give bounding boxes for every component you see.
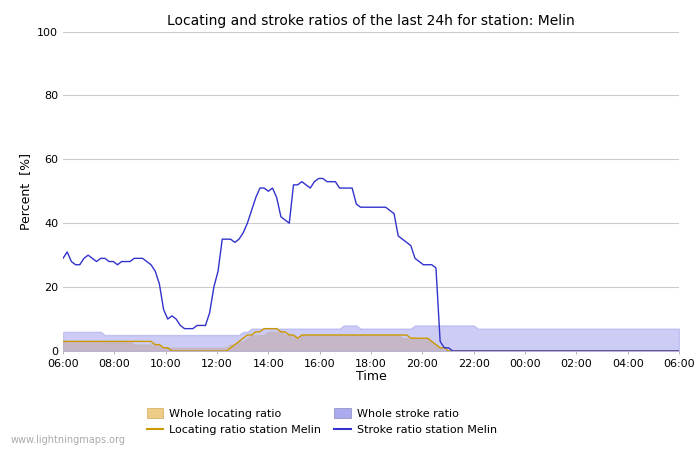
- Text: www.lightningmaps.org: www.lightningmaps.org: [10, 435, 125, 445]
- Legend: Whole locating ratio, Locating ratio station Melin, Whole stroke ratio, Stroke r: Whole locating ratio, Locating ratio sta…: [147, 409, 497, 435]
- Y-axis label: Percent  [%]: Percent [%]: [19, 153, 32, 230]
- Title: Locating and stroke ratios of the last 24h for station: Melin: Locating and stroke ratios of the last 2…: [167, 14, 575, 27]
- X-axis label: Time: Time: [356, 370, 386, 383]
